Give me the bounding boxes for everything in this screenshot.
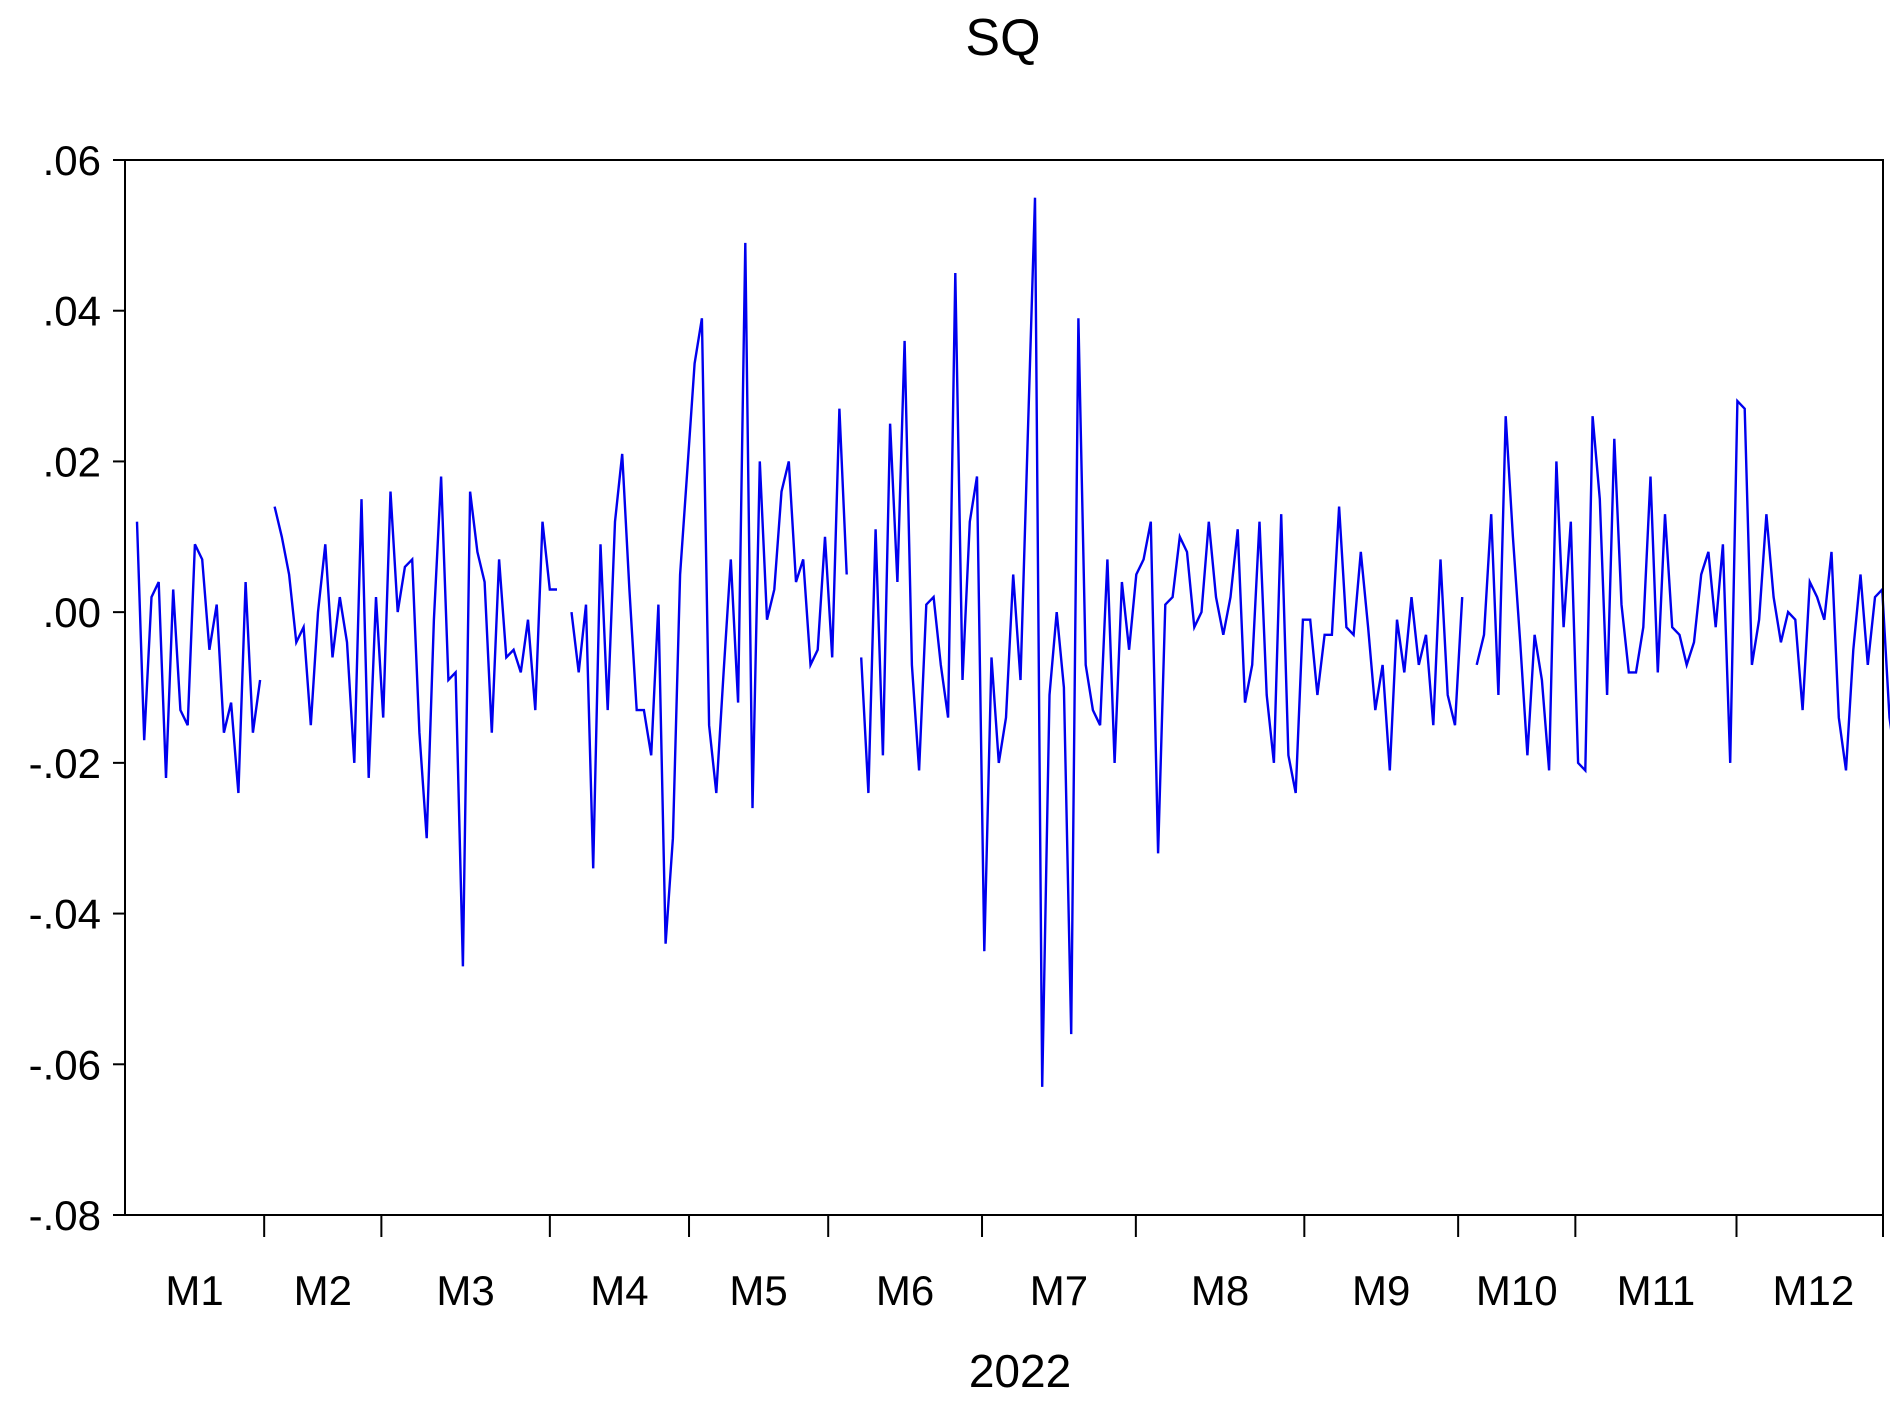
x-tick-label: M12: [1773, 1267, 1855, 1314]
series-layer: [135, 197, 1890, 1087]
y-tick-label: -.06: [29, 1041, 101, 1088]
x-tick-label: M10: [1476, 1267, 1558, 1314]
series-line: [135, 197, 1890, 1087]
chart-title: SQ: [965, 9, 1040, 67]
x-tick-label: M6: [876, 1267, 934, 1314]
x-tick-label: M4: [590, 1267, 648, 1314]
x-axis: M1 M2 M3 M4 M5 M6 M7 M8 M9 M10 M11 M12: [165, 1215, 1884, 1314]
y-tick-label: .04: [43, 288, 101, 335]
x-axis-label: 2022: [969, 1345, 1071, 1397]
y-tick-label: .06: [43, 137, 101, 184]
x-tick-label: M1: [165, 1267, 223, 1314]
y-axis: .06 .04 .02 .00 -.02 -.04 -.06 -.08: [29, 137, 125, 1239]
plot-frame: [124, 159, 1884, 1216]
x-tick-label: M5: [729, 1267, 787, 1314]
y-tick-label: .00: [43, 589, 101, 636]
x-tick-label: M9: [1352, 1267, 1410, 1314]
y-tick-label: -.02: [29, 740, 101, 787]
x-tick-label: M7: [1030, 1267, 1088, 1314]
y-tick-label: -.08: [29, 1192, 101, 1239]
y-tick-label: .02: [43, 438, 101, 485]
y-tick-label: -.04: [29, 891, 101, 938]
x-tick-label: M3: [436, 1267, 494, 1314]
x-tick-label: M8: [1191, 1267, 1249, 1314]
x-tick-label: M11: [1617, 1267, 1696, 1314]
x-tick-label: M2: [294, 1267, 352, 1314]
